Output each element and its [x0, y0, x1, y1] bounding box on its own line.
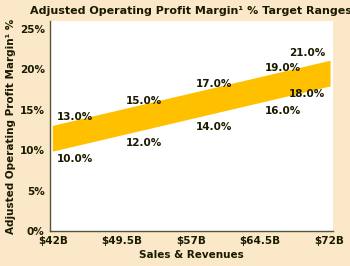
Y-axis label: Adjusted Operating Profit Margin¹ %: Adjusted Operating Profit Margin¹ % [6, 18, 15, 234]
Title: Adjusted Operating Profit Margin¹ % Target Ranges: Adjusted Operating Profit Margin¹ % Targ… [30, 6, 350, 15]
Text: 15.0%: 15.0% [126, 96, 162, 106]
Text: 10.0%: 10.0% [57, 154, 93, 164]
X-axis label: Sales & Revenues: Sales & Revenues [139, 251, 244, 260]
Text: 14.0%: 14.0% [195, 122, 232, 132]
Text: 19.0%: 19.0% [264, 63, 301, 73]
Text: 12.0%: 12.0% [126, 138, 162, 148]
Text: 18.0%: 18.0% [289, 89, 325, 99]
Text: 21.0%: 21.0% [289, 48, 325, 58]
Text: 13.0%: 13.0% [57, 112, 93, 122]
Text: 16.0%: 16.0% [264, 106, 301, 116]
Text: 17.0%: 17.0% [195, 80, 232, 89]
